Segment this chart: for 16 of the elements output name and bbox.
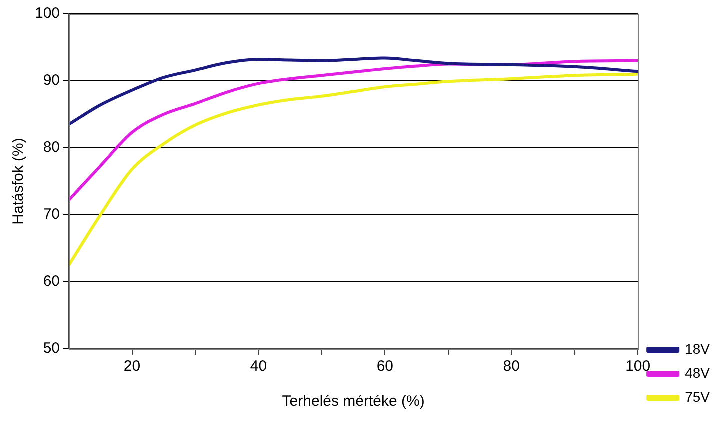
- legend-label: 48V: [685, 364, 711, 381]
- y-tick-label: 60: [43, 273, 60, 290]
- x-tick-label: 20: [124, 358, 141, 376]
- legend-label: 75V: [685, 388, 711, 405]
- y-tick-label: 90: [43, 72, 60, 90]
- y-tick-label: 80: [43, 139, 60, 156]
- y-axis-title: Hatásfok (%): [10, 138, 28, 225]
- y-tick-label: 50: [43, 340, 60, 358]
- x-tick-label: 100: [626, 358, 651, 376]
- x-tick-label: 60: [376, 358, 394, 376]
- y-tick-label: 70: [43, 206, 60, 224]
- x-tick-label: 80: [503, 358, 520, 376]
- y-tick-label: 100: [34, 5, 60, 22]
- x-axis-title: Terhelés mértéke (%): [282, 393, 425, 410]
- x-tick-label: 40: [250, 358, 268, 376]
- legend-label: 18V: [685, 340, 711, 357]
